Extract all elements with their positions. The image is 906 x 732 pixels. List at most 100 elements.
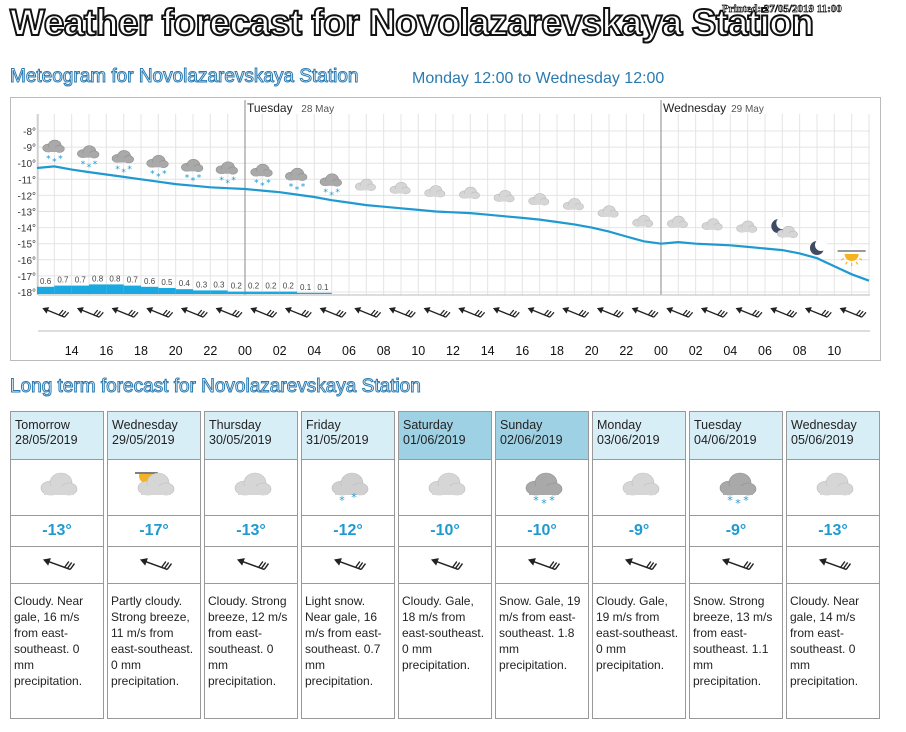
wind-head	[596, 307, 604, 314]
x-hour-label: 02	[273, 344, 287, 358]
cloud-icon	[593, 460, 685, 516]
wind-barb	[549, 311, 555, 318]
icon-svg	[816, 472, 854, 496]
wind-barb	[719, 310, 725, 317]
day-name: Saturday	[403, 418, 454, 432]
wind-arrow-icon	[108, 547, 200, 584]
wind-head	[423, 307, 431, 314]
wind-barb	[376, 311, 382, 318]
wind-barb	[306, 311, 312, 318]
precip-label: 0.8	[92, 274, 104, 283]
forecast-day-card: Friday 31/05/2019 * * -12° Light snow. Near g…	[301, 411, 395, 719]
snowflake: *	[231, 176, 236, 186]
precip-label: 0.7	[57, 276, 69, 285]
snowflake: *	[81, 160, 86, 170]
wind-arrow	[770, 307, 798, 318]
sun-ray	[845, 261, 848, 265]
cloud-part	[183, 166, 201, 172]
wind-arrow-icon	[593, 547, 685, 584]
wind-head	[146, 307, 154, 314]
day-date: 01/06/2019	[403, 433, 466, 447]
cloud-part	[79, 152, 97, 158]
wind-barb	[786, 309, 792, 316]
wind-arrow-icon	[399, 547, 491, 584]
wind-barb	[168, 311, 174, 318]
cloud-part	[218, 168, 236, 174]
snowflake: *	[260, 182, 265, 192]
precip-label: 0.3	[213, 280, 225, 289]
sun-ray	[855, 261, 859, 265]
x-hour-label: 10	[827, 344, 841, 358]
wind-barb	[410, 311, 416, 318]
day-temperature: -10°	[496, 516, 588, 547]
wind-head	[666, 307, 674, 314]
wind-barb	[514, 311, 520, 318]
wind-arrow-icon	[11, 547, 103, 584]
snowflake: *	[52, 157, 57, 167]
x-hour-label: 18	[550, 344, 564, 358]
wind-arrow	[492, 307, 520, 318]
weather-symbol	[809, 239, 827, 255]
day-temperature: -13°	[205, 516, 297, 547]
icon-svg: * * *	[719, 472, 757, 510]
wind-barb	[442, 310, 448, 317]
y-tick-label: -16°	[18, 256, 36, 267]
wind-barb	[717, 309, 723, 316]
day-header: Tuesday 04/06/2019	[690, 412, 782, 460]
svg-text:*: *	[743, 494, 749, 507]
weather-symbol	[667, 215, 688, 229]
moon-part	[814, 239, 827, 251]
cloud-part	[530, 200, 547, 205]
day-temperature: -17°	[108, 516, 200, 547]
snowflake: *	[191, 177, 196, 187]
wind-arrow	[146, 307, 174, 318]
x-hour-label: 14	[65, 344, 79, 358]
weather-symbol	[459, 186, 480, 200]
snowflake: *	[115, 165, 120, 175]
day-name: Thursday	[209, 418, 262, 432]
icon-svg	[40, 472, 78, 496]
wind-arrow	[562, 307, 590, 318]
sun-ray	[840, 257, 845, 261]
snowflake: *	[127, 165, 132, 175]
wind-barb	[165, 310, 171, 317]
wind-head	[215, 307, 223, 314]
forecast-day-card: Tuesday 04/06/2019 * * * -9° Snow. Strong bree…	[689, 411, 783, 719]
wind-head	[42, 307, 50, 314]
forecast-day-card: Tomorrow 28/05/2019 -13° Cloudy. Near gale,…	[10, 411, 104, 719]
sun-ray	[859, 257, 863, 261]
snowflake: *	[46, 154, 51, 164]
cloud-part	[565, 205, 582, 210]
svg-text:*: *	[541, 497, 547, 510]
wind-barb	[133, 311, 139, 318]
meteogram-title: Meteogram for Novolazarevskaya Station	[10, 66, 359, 88]
partly-cloudy-icon	[108, 460, 200, 516]
day-temperature: -10°	[399, 516, 491, 547]
day-date: 29/05/2019	[112, 433, 175, 447]
forecast-day-card: Wednesday 29/05/2019 -17° Partly cloudy. St…	[107, 411, 201, 719]
weather-symbol	[493, 190, 515, 203]
cloud-icon	[205, 460, 297, 516]
wind-arrow	[423, 307, 451, 318]
precip-bar	[37, 286, 55, 294]
precip-bar	[314, 292, 332, 294]
precip-label: 0.2	[283, 282, 295, 291]
wind-barb	[199, 310, 205, 317]
forecast-day-card: Monday 03/06/2019 -9° Cloudy. Gale, 19 m/s …	[592, 411, 686, 719]
precip-bar	[262, 291, 280, 294]
weather-symbol: * * *	[285, 167, 308, 196]
wind-barb	[858, 310, 864, 317]
wind-arrow	[839, 307, 867, 318]
snowflake: *	[323, 188, 328, 198]
precip-bar	[210, 290, 228, 294]
wind-svg	[333, 558, 367, 571]
wind-arrow	[250, 307, 278, 318]
precip-bar	[192, 290, 211, 294]
wind-barb	[821, 309, 827, 316]
day-header: Friday 31/05/2019	[302, 412, 394, 460]
wind-arrow-icon	[302, 547, 394, 584]
precip-bar	[296, 292, 315, 294]
wind-barb	[61, 310, 67, 317]
wind-head	[388, 307, 396, 314]
day-description: Cloudy. Gale, 18 m/s from east-southeast…	[402, 594, 485, 672]
